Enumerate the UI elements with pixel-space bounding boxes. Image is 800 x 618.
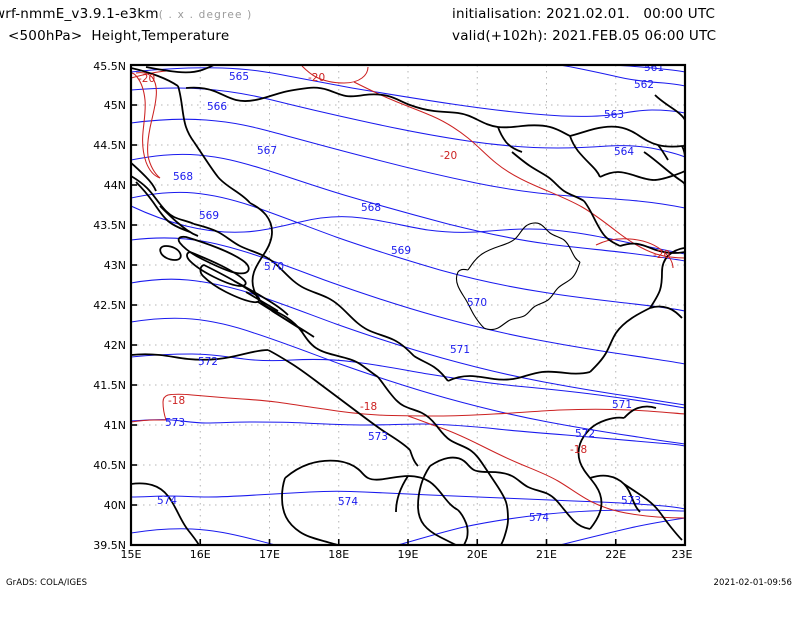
valid-time-line: valid(+102h): 2021.FEB.05 06:00 UTC — [452, 28, 716, 44]
height-label-569b: 569 — [391, 245, 411, 257]
ytick-40N: 40N — [104, 499, 126, 512]
y-axis-tick-labels: 39.5N 40N 40.5N 41N 41.5N 42N 42.5N 43N … — [93, 60, 126, 552]
xtick-15E: 15E — [121, 548, 142, 561]
temp-label-m20b: -20 — [308, 72, 325, 84]
height-label-572b: 572 — [575, 428, 595, 440]
ytick-45.5N: 45.5N — [93, 60, 126, 73]
ytick-40.5N: 40.5N — [93, 459, 126, 472]
height-label-566: 566 — [207, 101, 227, 113]
height-label-571: 571 — [450, 344, 470, 356]
temp-label-m18: -18 — [168, 395, 185, 407]
ytick-39.5N: 39.5N — [93, 539, 126, 552]
height-label-568b: 568 — [361, 202, 381, 214]
footer-attribution: GrADS: COLA/IGES — [6, 578, 88, 588]
footer-timestamp: 2021-02-01-09:56 — [713, 578, 792, 588]
height-label-573: 573 — [165, 417, 185, 429]
temp-label-m20c: -20 — [440, 150, 457, 162]
height-label-565: 565 — [229, 71, 249, 83]
ytick-42.5N: 42.5N — [93, 299, 126, 312]
axis-ticks — [131, 104, 617, 545]
height-label-562: 562 — [634, 79, 654, 91]
ytick-41.5N: 41.5N — [93, 379, 126, 392]
valid-time-value: 2021.FEB.05 06:00 UTC — [552, 28, 717, 44]
ytick-43N: 43N — [104, 259, 126, 272]
height-label-574c: 574 — [529, 512, 549, 524]
height-label-561: 561 — [644, 62, 664, 74]
temperature-contour-lines — [131, 65, 685, 519]
coastline-and-border-lines — [131, 65, 685, 545]
xtick-18E: 18E — [328, 548, 349, 561]
level-field-title: <500hPa> Height,Temperature — [8, 28, 230, 44]
height-label-573c: 573 — [621, 495, 641, 507]
height-label-572: 572 — [198, 356, 218, 368]
height-label-569: 569 — [199, 210, 219, 222]
contour-value-labels: 561 562 563 564 565 566 567 568 568 569 … — [138, 62, 670, 524]
initialisation-label: initialisation: — [452, 6, 542, 22]
xtick-19E: 19E — [398, 548, 419, 561]
model-name: wrf-nmmE_v3.9.1-e3km — [0, 6, 159, 22]
xtick-20E: 20E — [467, 548, 488, 561]
ytick-45N: 45N — [104, 99, 126, 112]
x-axis-tick-labels: 15E 16E 17E 18E 19E 20E 21E 22E 23E — [121, 548, 693, 561]
height-label-574b: 574 — [338, 496, 358, 508]
grid-lines — [131, 65, 685, 545]
height-label-564: 564 — [614, 146, 634, 158]
height-contour-lines — [131, 65, 685, 545]
height-label-563: 563 — [604, 109, 624, 121]
xtick-17E: 17E — [259, 548, 280, 561]
valid-time-label: valid(+102h): — [452, 28, 548, 44]
ytick-44.5N: 44.5N — [93, 139, 126, 152]
ytick-43.5N: 43.5N — [93, 219, 126, 232]
height-label-567: 567 — [257, 145, 277, 157]
xtick-23E: 23E — [672, 548, 693, 561]
height-label-571b: 571 — [612, 399, 632, 411]
xtick-22E: 22E — [605, 548, 626, 561]
height-label-568: 568 — [173, 171, 193, 183]
ytick-44N: 44N — [104, 179, 126, 192]
model-title: wrf-nmmE_v3.9.1-e3km( . x . degree ) — [0, 6, 252, 22]
temp-label-m18b: -18 — [360, 401, 377, 413]
height-label-570: 570 — [264, 261, 284, 273]
xtick-16E: 16E — [190, 548, 211, 561]
height-label-570b: 570 — [467, 297, 487, 309]
xtick-21E: 21E — [536, 548, 557, 561]
ytick-41N: 41N — [104, 419, 126, 432]
temp-label-m20: -20 — [138, 73, 155, 85]
model-units: ( . x . degree ) — [158, 9, 253, 21]
ytick-42N: 42N — [104, 339, 126, 352]
initialisation-value: 2021.02.01. 00:00 UTC — [546, 6, 716, 22]
temp-label-m20d: -20 — [653, 249, 670, 261]
temp-label-m18c: -18 — [570, 444, 587, 456]
height-label-573b: 573 — [368, 431, 388, 443]
initialisation-line: initialisation: 2021.02.01. 00:00 UTC — [452, 6, 715, 22]
height-label-574: 574 — [157, 495, 177, 507]
